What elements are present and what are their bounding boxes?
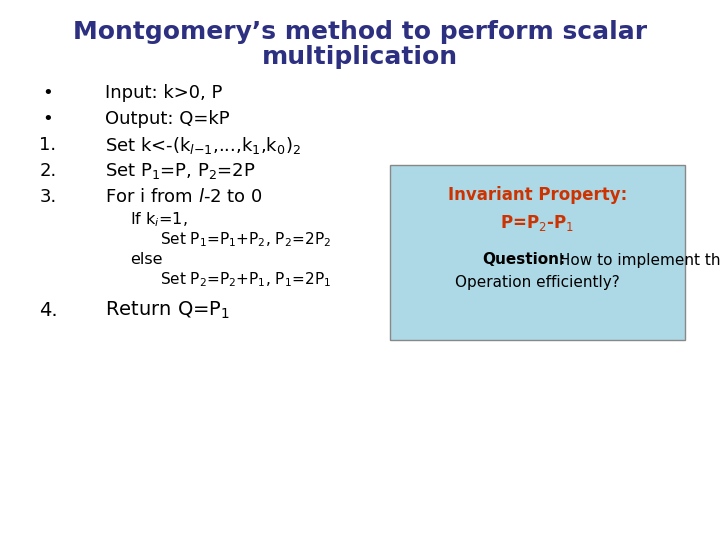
Text: else: else — [130, 253, 163, 267]
Text: 4.: 4. — [39, 300, 58, 320]
Text: Set k<-(k$_{l\mathregular{-}1}$,...,k$_1$,k$_0$)$_2$: Set k<-(k$_{l\mathregular{-}1}$,...,k$_1… — [105, 134, 301, 156]
Text: 1.: 1. — [40, 136, 57, 154]
Text: Input: k>0, P: Input: k>0, P — [105, 84, 222, 102]
Text: multiplication: multiplication — [262, 45, 458, 69]
Text: Output: Q=kP: Output: Q=kP — [105, 110, 230, 128]
Text: Question:: Question: — [482, 253, 566, 267]
Text: Invariant Property:: Invariant Property: — [448, 186, 627, 204]
FancyBboxPatch shape — [390, 165, 685, 340]
Text: Set P$_1$=P, P$_2$=2P: Set P$_1$=P, P$_2$=2P — [105, 161, 256, 181]
Text: Set P$_1$=P$_1$+P$_2$, P$_2$=2P$_2$: Set P$_1$=P$_1$+P$_2$, P$_2$=2P$_2$ — [160, 231, 331, 249]
Text: Montgomery’s method to perform scalar: Montgomery’s method to perform scalar — [73, 20, 647, 44]
Text: P=P$_2$-P$_1$: P=P$_2$-P$_1$ — [500, 213, 575, 233]
Text: If k$_i$=1,: If k$_i$=1, — [130, 211, 187, 229]
Text: 2.: 2. — [40, 162, 57, 180]
Text: •: • — [42, 110, 53, 128]
Text: Operation efficiently?: Operation efficiently? — [455, 274, 620, 289]
Text: •: • — [42, 84, 53, 102]
Text: Return Q=P$_1$: Return Q=P$_1$ — [105, 299, 230, 321]
Text: Set P$_2$=P$_2$+P$_1$, P$_1$=2P$_1$: Set P$_2$=P$_2$+P$_1$, P$_1$=2P$_1$ — [160, 271, 331, 289]
Text: 3.: 3. — [40, 188, 57, 206]
Text: How to implement the: How to implement the — [554, 253, 720, 267]
Text: For i from $\it{l}$-2 to 0: For i from $\it{l}$-2 to 0 — [105, 188, 263, 206]
